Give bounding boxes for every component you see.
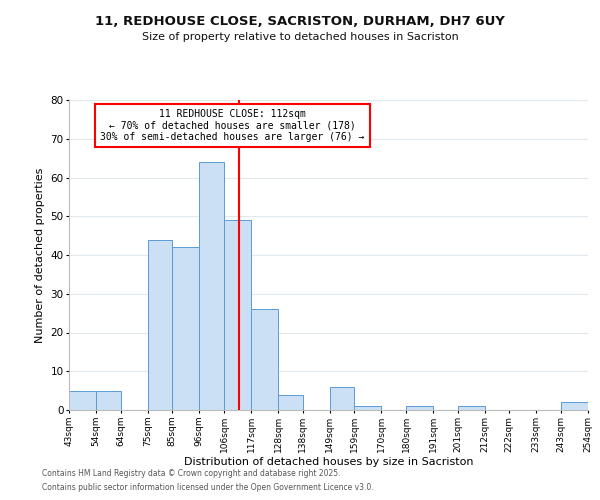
Text: Size of property relative to detached houses in Sacriston: Size of property relative to detached ho…	[142, 32, 458, 42]
Bar	[251, 309, 278, 410]
Bar	[278, 394, 302, 410]
Text: 11, REDHOUSE CLOSE, SACRISTON, DURHAM, DH7 6UY: 11, REDHOUSE CLOSE, SACRISTON, DURHAM, D…	[95, 15, 505, 28]
Y-axis label: Number of detached properties: Number of detached properties	[35, 168, 45, 342]
Text: Contains public sector information licensed under the Open Government Licence v3: Contains public sector information licen…	[42, 484, 374, 492]
X-axis label: Distribution of detached houses by size in Sacriston: Distribution of detached houses by size …	[184, 458, 473, 468]
Bar	[199, 162, 224, 410]
Bar	[561, 402, 588, 410]
Bar	[330, 387, 355, 410]
Bar	[355, 406, 382, 410]
Bar	[96, 390, 121, 410]
Bar	[224, 220, 251, 410]
Bar	[406, 406, 433, 410]
Bar	[69, 390, 96, 410]
Bar	[148, 240, 172, 410]
Text: 11 REDHOUSE CLOSE: 112sqm
← 70% of detached houses are smaller (178)
30% of semi: 11 REDHOUSE CLOSE: 112sqm ← 70% of detac…	[100, 110, 365, 142]
Bar	[458, 406, 485, 410]
Text: Contains HM Land Registry data © Crown copyright and database right 2025.: Contains HM Land Registry data © Crown c…	[42, 468, 341, 477]
Bar	[172, 247, 199, 410]
